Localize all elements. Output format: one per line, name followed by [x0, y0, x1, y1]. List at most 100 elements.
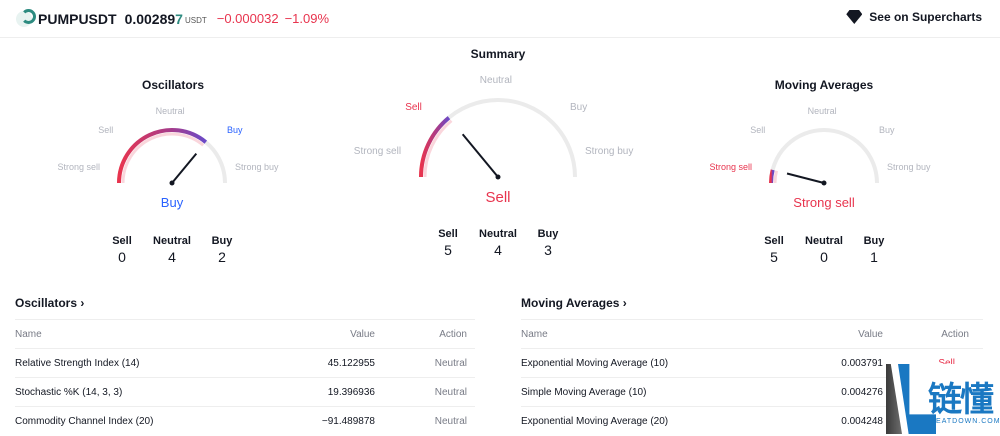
count-label: Neutral	[479, 228, 517, 240]
indicator-name: Relative Strength Index (14)	[15, 348, 276, 378]
indicator-value: 45.122955	[275, 348, 375, 378]
count-value: 4	[494, 242, 502, 258]
count-label: Neutral	[805, 235, 843, 247]
summary-title: Summary	[470, 47, 526, 61]
count-value: 4	[168, 249, 176, 265]
gauge-fill	[117, 128, 208, 184]
oscillators-link[interactable]: Oscillators ›	[15, 296, 85, 310]
indicator-value: 0.003791	[803, 348, 883, 378]
watermark-logo: 链懂 NEATDOWN.COM	[886, 364, 1000, 434]
gauge-needle	[786, 172, 825, 184]
col-action: Action	[883, 319, 983, 349]
supercharts-label: See on Supercharts	[869, 10, 982, 24]
oscillators-table: Name Value Action Relative Strength Index …	[15, 319, 475, 436]
price-change: −0.000032	[216, 11, 279, 26]
scale-label-strong-sell: Strong sell	[353, 146, 402, 158]
signal-counts: Sell 0 Neutral 4 Buy 2	[97, 235, 247, 265]
gauge-result: Buy	[160, 195, 184, 210]
count-label: Buy	[211, 235, 233, 247]
indicator-name: Stochastic %K (14, 3, 3)	[15, 377, 276, 407]
scale-label-neutral: Neutral	[807, 106, 837, 116]
count-value: 5	[444, 242, 452, 258]
indicator-name: Commodity Channel Index (20)	[15, 406, 276, 436]
table-row: Relative Strength Index (14) 45.122955 Neu…	[15, 348, 475, 378]
count-buy: Buy 1	[849, 235, 899, 265]
indicator-name: Simple Moving Average (10)	[521, 377, 804, 407]
scale-label-sell: Sell	[98, 125, 114, 136]
count-sell: Sell 5	[749, 235, 799, 265]
count-value: 0	[820, 249, 828, 265]
oscillators-title: Oscillators	[141, 78, 205, 92]
indicator-action: Neutral	[375, 406, 475, 436]
table-row: Stochastic %K (14, 3, 3) 19.396936 Neutral	[15, 377, 475, 407]
col-value: Value	[275, 319, 375, 349]
coin-logo-icon	[16, 8, 36, 27]
count-label: Sell	[112, 235, 132, 247]
gauge-fill-shadow	[423, 119, 453, 178]
gauge-needle	[171, 152, 198, 184]
see-on-supercharts-link[interactable]: See on Supercharts	[846, 10, 982, 24]
count-neutral: Neutral 4	[147, 235, 197, 265]
count-value: 3	[544, 242, 552, 258]
price-last-digit: 7	[175, 10, 183, 27]
scale-label-sell: Sell	[750, 125, 766, 136]
price-main: 0.00289	[124, 10, 176, 27]
moving-averages-title: Moving Averages	[774, 78, 874, 92]
gauge-track	[419, 97, 577, 178]
gauge-track	[117, 128, 227, 184]
currency: USDT	[184, 16, 207, 25]
indicator-action: Neutral	[375, 377, 475, 407]
count-neutral: Neutral 4	[473, 228, 523, 258]
count-label: Buy	[537, 228, 559, 240]
count-value: 1	[870, 249, 878, 265]
scale-label-strong-buy: Strong buy	[887, 161, 931, 172]
gauge-result: Strong sell	[793, 195, 855, 210]
count-value: 2	[218, 249, 226, 265]
count-buy: Buy 3	[523, 228, 573, 258]
indicator-value: −91.489878	[275, 406, 375, 436]
gauge-fill-shadow	[121, 132, 205, 184]
signal-counts: Sell 5 Neutral 0 Buy 1	[749, 235, 899, 265]
count-value: 0	[118, 249, 126, 265]
gauge-fill	[419, 116, 451, 178]
scale-label-buy: Buy	[227, 125, 243, 136]
scale-label-strong-buy: Strong buy	[235, 161, 279, 172]
indicator-action: Neutral	[375, 348, 475, 378]
indicator-name: Exponential Moving Average (20)	[521, 406, 804, 436]
needle-pivot	[821, 180, 827, 186]
needle-pivot	[169, 180, 175, 186]
count-label: Sell	[764, 235, 784, 247]
scale-label-strong-sell: Strong sell	[709, 161, 753, 172]
count-sell: Sell 0	[97, 235, 147, 265]
indicator-value: 0.004248	[803, 406, 883, 436]
scale-label-buy: Buy	[570, 101, 588, 113]
gauge-track	[769, 128, 879, 184]
price-change-pct: −1.09%	[284, 11, 330, 26]
col-name: Name	[15, 319, 276, 349]
scale-label-sell: Sell	[405, 101, 422, 113]
symbol-name[interactable]: PUMPUSDT	[38, 10, 117, 27]
table-row: Commodity Channel Index (20) −91.489878 Ne…	[15, 406, 475, 436]
indicator-name: Exponential Moving Average (10)	[521, 348, 804, 378]
signal-counts: Sell 5 Neutral 4 Buy 3	[423, 228, 573, 258]
count-buy: Buy 2	[197, 235, 247, 265]
col-name: Name	[521, 319, 804, 349]
indicator-value: 0.004276	[803, 377, 883, 407]
last-price: 0.002897	[125, 11, 183, 27]
needle-pivot	[495, 174, 501, 180]
gauges-canvas	[117, 97, 879, 186]
scale-label-strong-sell: Strong sell	[57, 161, 101, 172]
count-label: Buy	[863, 235, 885, 247]
moving-averages-table: Name Value Action Exponential Moving Avera…	[521, 319, 983, 436]
count-label: Sell	[438, 228, 458, 240]
indicator-value: 19.396936	[275, 377, 375, 407]
moving-averages-link[interactable]: Moving Averages ›	[521, 296, 627, 310]
scale-label-neutral: Neutral	[155, 106, 185, 116]
scale-label-buy: Buy	[879, 125, 895, 136]
scale-label-strong-buy: Strong buy	[585, 146, 634, 158]
col-action: Action	[375, 319, 475, 349]
count-sell: Sell 5	[423, 228, 473, 258]
col-value: Value	[803, 319, 883, 349]
gauge-result: Sell	[485, 189, 511, 206]
gauge-needle	[461, 133, 499, 178]
